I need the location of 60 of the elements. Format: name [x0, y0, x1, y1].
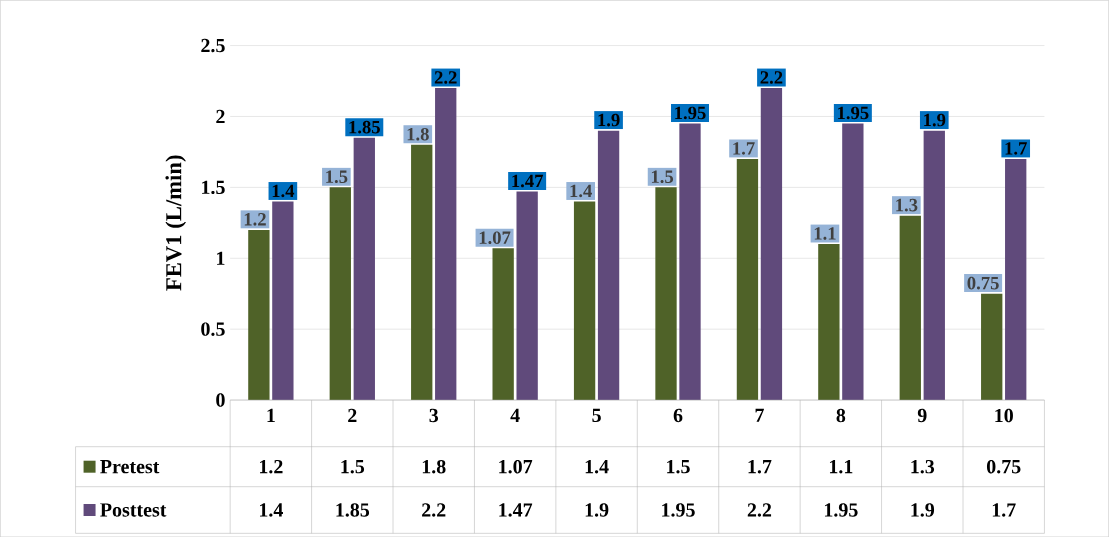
- x-tick-label: 8: [836, 408, 846, 423]
- text: 2.2: [760, 71, 783, 84]
- text: 1.4: [570, 184, 592, 198]
- text: 1.7: [1005, 142, 1027, 155]
- data-label: 1.7: [992, 503, 1016, 517]
- y-tick-label: 0: [216, 393, 225, 407]
- y-tick-label: 1.5: [202, 180, 225, 194]
- x-tick-label: 5: [592, 408, 601, 422]
- y-tick-label: 0.5: [201, 322, 225, 336]
- data-label: 2.2: [422, 503, 446, 517]
- data-label: 1.5: [667, 459, 690, 474]
- x-tick-label: 6: [673, 408, 683, 423]
- data-label: 1.3: [911, 459, 935, 474]
- text: 1.85: [349, 120, 380, 134]
- data-label: 1.85: [336, 503, 370, 517]
- x-tick-label: 2: [348, 408, 357, 422]
- x-tick-label: 4: [510, 408, 520, 422]
- data-label: 1.47: [499, 503, 533, 517]
- text: 1.2: [244, 212, 266, 226]
- legend-label: Posttest: [100, 503, 167, 517]
- text: 1.9: [598, 113, 620, 127]
- y-tick-label: 2.5: [201, 38, 225, 53]
- text: 2.2: [434, 71, 457, 84]
- text: 0.75: [967, 276, 999, 290]
- y-tick-label: 1: [217, 251, 225, 265]
- x-tick-label: 3: [429, 408, 439, 423]
- text: 1.1: [814, 227, 836, 240]
- text: 1.5: [326, 170, 348, 183]
- text: 1.3: [896, 198, 918, 212]
- text: 1.5: [651, 170, 674, 183]
- data-label: 1.4: [585, 459, 609, 474]
- data-label: 1.9: [911, 503, 935, 517]
- data-label: 2.2: [747, 503, 772, 517]
- y-tick-label: 2: [216, 109, 225, 123]
- data-label: 1.9: [585, 503, 609, 517]
- text: 1.95: [675, 106, 706, 120]
- x-tick-label: 1: [267, 408, 275, 422]
- data-label: 1.4: [259, 503, 283, 517]
- bar: [760, 87, 783, 400]
- data-label: 1.5: [341, 459, 365, 474]
- data-label: 1.8: [422, 459, 446, 474]
- data-label: 1.95: [824, 503, 858, 517]
- data-label: 0.75: [986, 459, 1021, 474]
- data-label: 1.2: [259, 459, 283, 474]
- y-axis-title: FEV1 (L/min): [165, 155, 186, 291]
- text: 1.8: [407, 127, 429, 141]
- x-tick-label: 7: [755, 408, 764, 422]
- text: 1.07: [479, 231, 511, 244]
- text: 1.4: [272, 184, 295, 198]
- data-label: 1.7: [748, 459, 772, 474]
- text: 1.7: [733, 142, 755, 155]
- data-label: 1.1: [829, 459, 853, 474]
- x-tick-label: 9: [917, 408, 927, 423]
- data-label: 1.95: [662, 503, 695, 517]
- x-tick-label: 10: [995, 408, 1013, 423]
- text: 1.9: [924, 113, 946, 127]
- data-label: 1.07: [499, 459, 533, 474]
- text: 1.95: [838, 106, 869, 120]
- legend-label: Pretest: [100, 459, 160, 474]
- text: 1.47: [512, 174, 544, 188]
